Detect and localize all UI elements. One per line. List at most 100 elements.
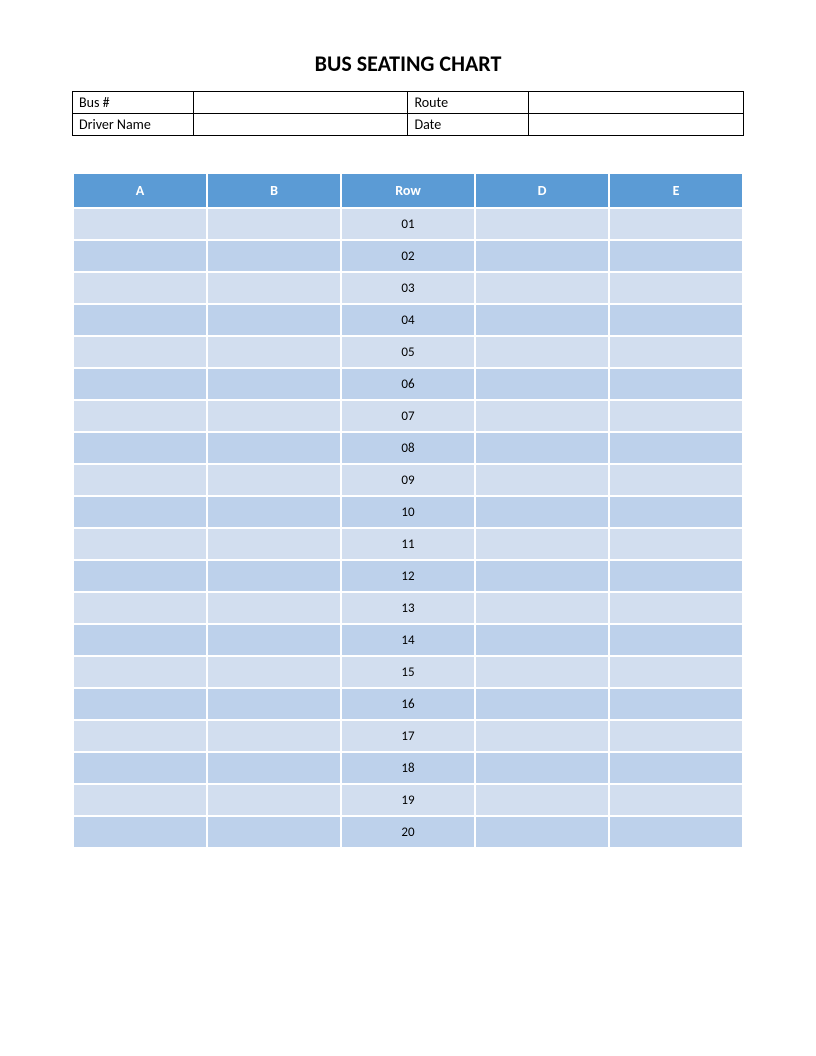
seat-cell-d[interactable] [476,561,608,591]
info-row-2: Driver Name Date [73,114,744,136]
seat-cell-d[interactable] [476,497,608,527]
route-value[interactable] [529,92,744,114]
seat-cell-a[interactable] [74,369,206,399]
seat-cell-a[interactable] [74,625,206,655]
seat-cell-e[interactable] [610,337,742,367]
seat-cell-e[interactable] [610,817,742,847]
seat-cell-e[interactable] [610,657,742,687]
seating-row: 04 [74,305,742,335]
seat-cell-d[interactable] [476,657,608,687]
seat-cell-a[interactable] [74,529,206,559]
seat-cell-d[interactable] [476,433,608,463]
seating-row: 12 [74,561,742,591]
seat-cell-b[interactable] [208,785,340,815]
seat-cell-d[interactable] [476,529,608,559]
seat-cell-e[interactable] [610,785,742,815]
seat-cell-d[interactable] [476,817,608,847]
seat-cell-b[interactable] [208,337,340,367]
seating-row: 16 [74,689,742,719]
seat-cell-a[interactable] [74,433,206,463]
driver-name-value[interactable] [193,114,408,136]
seat-cell-b[interactable] [208,209,340,239]
seat-cell-d[interactable] [476,241,608,271]
seat-cell-b[interactable] [208,497,340,527]
seat-cell-d[interactable] [476,337,608,367]
date-value[interactable] [529,114,744,136]
seat-cell-d[interactable] [476,305,608,335]
row-number-cell: 17 [342,721,474,751]
row-number-cell: 19 [342,785,474,815]
seat-cell-e[interactable] [610,497,742,527]
seat-cell-b[interactable] [208,305,340,335]
seat-cell-d[interactable] [476,401,608,431]
seat-cell-a[interactable] [74,273,206,303]
seat-cell-b[interactable] [208,721,340,751]
seat-cell-d[interactable] [476,593,608,623]
seat-cell-e[interactable] [610,529,742,559]
seat-cell-e[interactable] [610,465,742,495]
seat-cell-e[interactable] [610,753,742,783]
seat-cell-b[interactable] [208,657,340,687]
seat-cell-d[interactable] [476,625,608,655]
seat-cell-e[interactable] [610,561,742,591]
seat-cell-b[interactable] [208,369,340,399]
driver-name-label: Driver Name [73,114,194,136]
seat-cell-e[interactable] [610,625,742,655]
column-header-row: Row [342,174,474,207]
seat-cell-a[interactable] [74,561,206,591]
seat-cell-a[interactable] [74,593,206,623]
seat-cell-d[interactable] [476,273,608,303]
seat-cell-a[interactable] [74,721,206,751]
seat-cell-b[interactable] [208,625,340,655]
seat-cell-d[interactable] [476,721,608,751]
row-number-cell: 20 [342,817,474,847]
seat-cell-b[interactable] [208,465,340,495]
seat-cell-a[interactable] [74,689,206,719]
seat-cell-e[interactable] [610,593,742,623]
info-row-1: Bus # Route [73,92,744,114]
row-number-cell: 05 [342,337,474,367]
seat-cell-d[interactable] [476,689,608,719]
seat-cell-d[interactable] [476,753,608,783]
seat-cell-e[interactable] [610,401,742,431]
seat-cell-b[interactable] [208,593,340,623]
seat-cell-d[interactable] [476,465,608,495]
seat-cell-e[interactable] [610,241,742,271]
seat-cell-e[interactable] [610,273,742,303]
bus-number-label: Bus # [73,92,194,114]
seat-cell-a[interactable] [74,785,206,815]
seat-cell-e[interactable] [610,689,742,719]
seat-cell-a[interactable] [74,337,206,367]
seat-cell-a[interactable] [74,241,206,271]
seat-cell-a[interactable] [74,401,206,431]
seat-cell-d[interactable] [476,209,608,239]
seat-cell-d[interactable] [476,785,608,815]
seat-cell-a[interactable] [74,817,206,847]
seat-cell-a[interactable] [74,465,206,495]
seat-cell-e[interactable] [610,721,742,751]
seat-cell-e[interactable] [610,305,742,335]
seat-cell-b[interactable] [208,561,340,591]
seating-row: 01 [74,209,742,239]
seat-cell-b[interactable] [208,273,340,303]
seating-row: 13 [74,593,742,623]
seat-cell-b[interactable] [208,433,340,463]
seating-row: 15 [74,657,742,687]
seat-cell-b[interactable] [208,401,340,431]
seat-cell-b[interactable] [208,529,340,559]
seat-cell-a[interactable] [74,209,206,239]
seat-cell-b[interactable] [208,689,340,719]
seat-cell-b[interactable] [208,753,340,783]
seat-cell-a[interactable] [74,657,206,687]
seat-cell-e[interactable] [610,369,742,399]
seat-cell-a[interactable] [74,753,206,783]
seat-cell-b[interactable] [208,817,340,847]
seat-cell-e[interactable] [610,209,742,239]
row-number-cell: 12 [342,561,474,591]
seat-cell-a[interactable] [74,497,206,527]
seat-cell-a[interactable] [74,305,206,335]
seat-cell-b[interactable] [208,241,340,271]
bus-number-value[interactable] [193,92,408,114]
seat-cell-d[interactable] [476,369,608,399]
seat-cell-e[interactable] [610,433,742,463]
